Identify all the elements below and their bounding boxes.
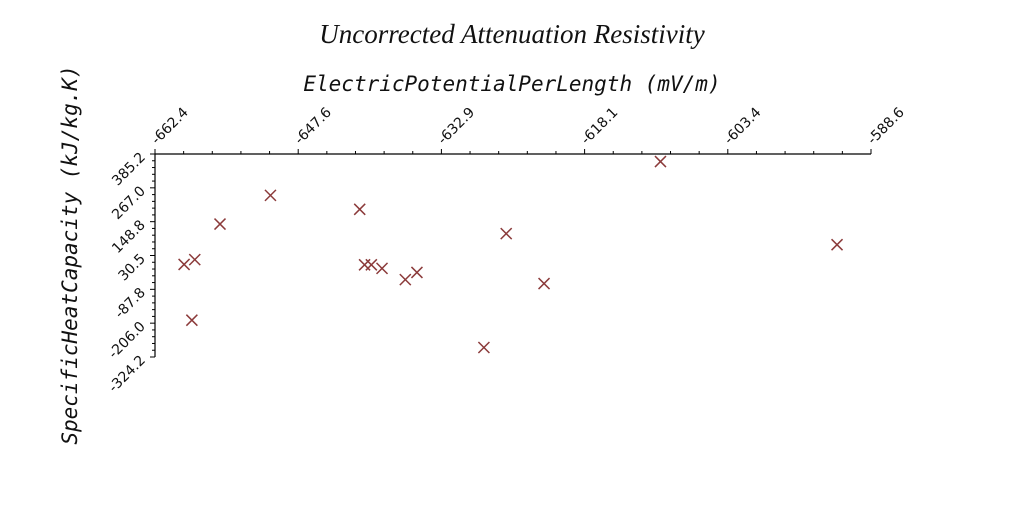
x-tick-label: -632.9 bbox=[435, 105, 478, 148]
data-point bbox=[213, 218, 227, 231]
x-tick-label: -618.1 bbox=[578, 105, 621, 148]
x-ticks: -662.4 -647.6 -632.9 -618.1 -603.4 -588.6 bbox=[149, 105, 908, 154]
data-point bbox=[500, 227, 513, 240]
axes bbox=[154, 153, 871, 357]
x-tick-label: -662.4 bbox=[149, 105, 192, 148]
y-tick-label: 267.0 bbox=[109, 183, 149, 223]
y-tick-label: -324.2 bbox=[106, 353, 149, 396]
data-point bbox=[375, 262, 389, 275]
data-point bbox=[831, 238, 844, 251]
x-tick-label: -603.4 bbox=[721, 105, 764, 148]
data-point bbox=[399, 273, 412, 286]
data-point bbox=[178, 258, 191, 271]
y-tick-label: -87.8 bbox=[112, 285, 149, 322]
data-point bbox=[538, 277, 551, 290]
data-point bbox=[353, 203, 366, 216]
y-tick-label: 385.2 bbox=[109, 150, 149, 190]
y-tick-label: -206.0 bbox=[106, 319, 149, 362]
data-point bbox=[477, 341, 490, 354]
data-point bbox=[365, 258, 378, 271]
y-tick-label: 148.8 bbox=[109, 217, 149, 257]
data-point bbox=[188, 253, 201, 266]
y-axis-label: SpecificHeatCapacity (kJ/kg.K) bbox=[58, 65, 82, 444]
x-tick-label: -647.6 bbox=[292, 105, 335, 148]
data-point bbox=[185, 314, 198, 327]
x-axis-label: ElectricPotentialPerLength (mV/m) bbox=[303, 72, 720, 96]
data-points bbox=[178, 155, 844, 354]
x-tick-label: -588.6 bbox=[865, 105, 908, 148]
data-point bbox=[654, 155, 667, 168]
data-point bbox=[410, 266, 423, 279]
data-point bbox=[264, 189, 277, 202]
chart-title: Uncorrected Attenuation Resistivity bbox=[319, 19, 704, 49]
